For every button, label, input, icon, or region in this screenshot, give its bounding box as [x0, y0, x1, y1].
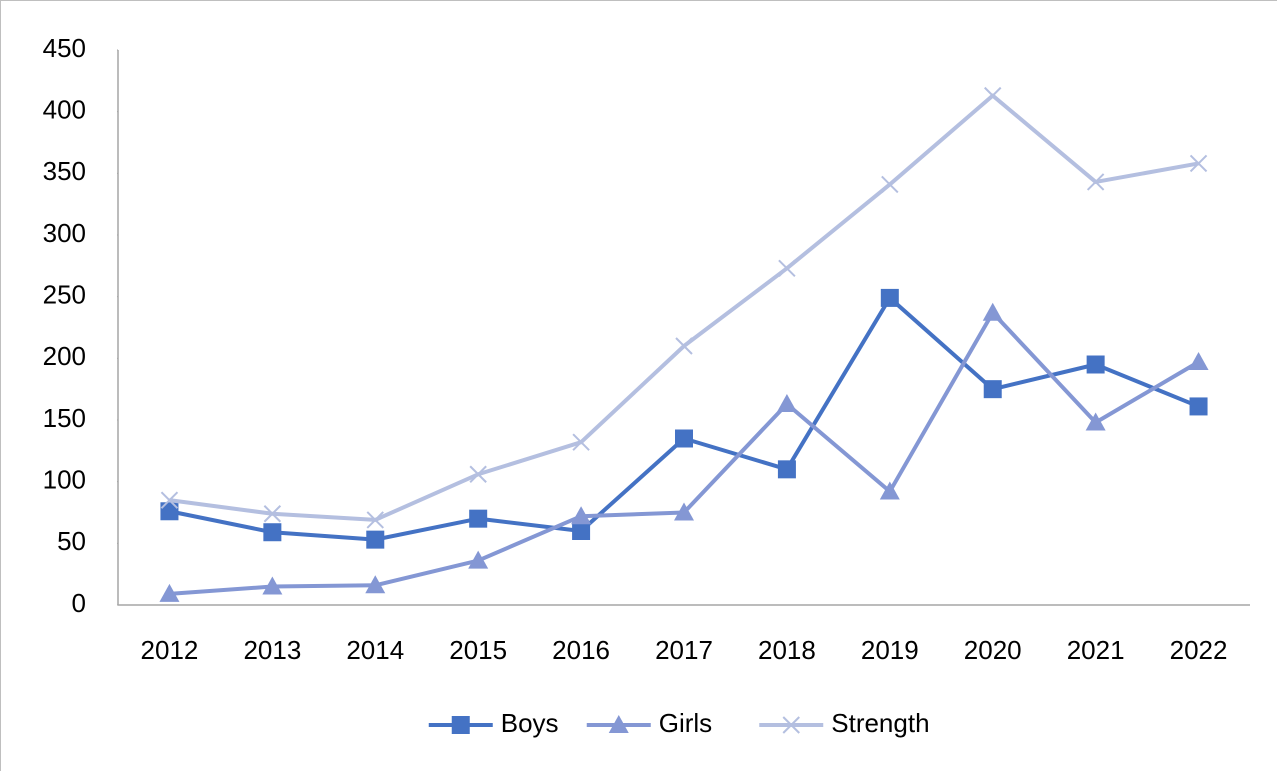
data-point [262, 576, 283, 595]
data-point [263, 523, 282, 542]
data-point [572, 433, 590, 451]
data-point [366, 511, 384, 529]
data-point [982, 302, 1003, 321]
data-point [1086, 173, 1105, 191]
x-tick-label: 2016 [552, 635, 610, 665]
data-point [1189, 154, 1208, 173]
data-point [468, 550, 489, 569]
x-tick-label: 2017 [655, 635, 713, 665]
data-point [1189, 397, 1208, 416]
data-point [776, 393, 797, 412]
data-point [160, 491, 179, 509]
data-point [675, 337, 693, 355]
data-point [1188, 352, 1209, 371]
legend-label: Girls [659, 708, 712, 738]
y-tick-label: 300 [43, 218, 86, 248]
data-point [571, 506, 592, 525]
x-tick-label: 2022 [1170, 635, 1228, 665]
data-point [263, 505, 282, 523]
x-tick-label: 2019 [861, 635, 919, 665]
y-tick-label: 400 [43, 95, 86, 125]
x-tick-label: 2012 [141, 635, 199, 665]
x-tick-label: 2015 [449, 635, 507, 665]
x-tick-label: 2014 [346, 635, 404, 665]
y-tick-label: 150 [43, 403, 86, 433]
y-tick-label: 0 [72, 588, 86, 618]
data-point [1085, 412, 1106, 431]
x-tick-label: 2020 [964, 635, 1022, 665]
data-point [879, 481, 900, 500]
legend-marker [782, 716, 800, 734]
y-tick-label: 450 [43, 33, 86, 63]
data-point [469, 509, 488, 528]
data-point [880, 288, 899, 307]
y-tick-label: 100 [43, 465, 86, 495]
data-point [365, 575, 386, 594]
data-point [881, 175, 899, 194]
x-tick-label: 2021 [1067, 635, 1125, 665]
data-point [983, 380, 1002, 399]
data-point [572, 522, 591, 540]
data-point [674, 502, 694, 521]
legend-marker [608, 715, 629, 733]
data-point [366, 530, 385, 549]
data-point [984, 86, 1002, 105]
data-point [469, 465, 487, 483]
legend-marker [451, 716, 470, 734]
y-tick-label: 50 [57, 526, 86, 556]
y-tick-label: 350 [43, 156, 86, 186]
data-point [777, 460, 796, 479]
data-point [675, 429, 693, 448]
legend-label: Strength [831, 708, 929, 738]
y-tick-label: 250 [43, 280, 86, 310]
y-tick-label: 200 [43, 341, 86, 371]
data-point [159, 583, 180, 602]
data-point [160, 502, 179, 521]
data-point [1086, 355, 1105, 374]
x-tick-label: 2013 [243, 635, 301, 665]
x-tick-label: 2018 [758, 635, 816, 665]
data-point [778, 259, 796, 278]
legend-label: Boys [501, 708, 559, 738]
